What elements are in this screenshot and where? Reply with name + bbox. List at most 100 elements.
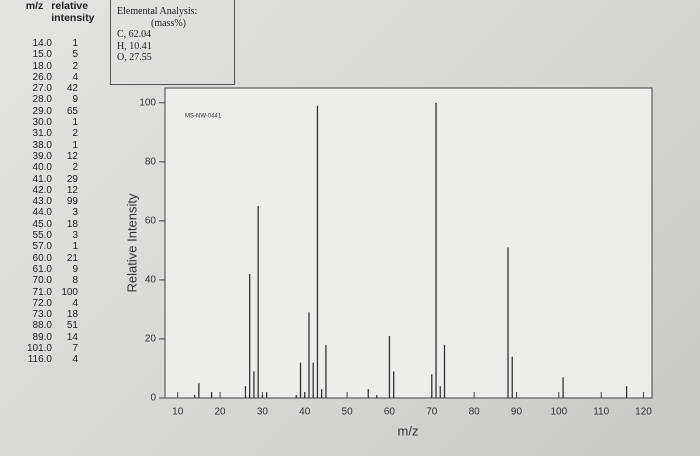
- table-row: 15.0 5: [22, 49, 110, 60]
- intensity-cell: 99: [66, 196, 78, 208]
- mz-cell: 40.0: [32, 162, 52, 174]
- mz-cell: 72.0: [32, 297, 52, 309]
- mz-cell: 45.0: [32, 218, 52, 230]
- intensity-cell: 1: [72, 241, 78, 253]
- intensity-cell: 3: [72, 207, 78, 219]
- intensity-cell: 4: [72, 297, 78, 309]
- x-tick-label: 110: [593, 407, 609, 418]
- mz-cell: 44.0: [32, 207, 52, 219]
- y-tick-label: 60: [145, 215, 157, 226]
- data-table: m/z relative intensity 14.0 1 15.0 5 18.0 2 26…: [22, 0, 110, 366]
- table-row: 14.0 1: [22, 38, 110, 49]
- y-tick-label: 20: [145, 334, 157, 345]
- intensity-cell: 29: [66, 173, 78, 185]
- mz-cell: 101.0: [26, 343, 52, 355]
- table-row: 18.0 2: [22, 61, 110, 72]
- table-row: 38.0 1: [22, 140, 110, 151]
- y-tick-label: 80: [145, 156, 157, 167]
- table-row: 116.0 4: [22, 354, 110, 365]
- mz-cell: 30.0: [32, 117, 52, 129]
- table-row: 55.0 3: [22, 230, 110, 241]
- plot-frame: [164, 87, 653, 399]
- mz-cell: 27.0: [32, 83, 52, 95]
- mz-cell: 18.0: [32, 60, 52, 72]
- mz-cell: 89.0: [32, 331, 52, 343]
- mz-cell: 88.0: [32, 320, 52, 332]
- header-intensity: relative intensity: [51, 0, 95, 24]
- x-tick-label: 50: [342, 407, 354, 418]
- table-row: 72.0 4: [22, 298, 110, 309]
- mz-cell: 39.0: [32, 150, 52, 162]
- mz-cell: 14.0: [32, 38, 52, 49]
- ea-unit: (mass%): [151, 17, 186, 29]
- intensity-cell: 1: [72, 117, 78, 129]
- table-header: m/z relative intensity: [22, 0, 110, 24]
- table-row: 70.0 8: [22, 275, 110, 286]
- mz-cell: 116.0: [27, 354, 52, 366]
- y-tick-label: 40: [145, 275, 157, 286]
- x-axis-label: m/z: [398, 423, 419, 438]
- mz-cell: 15.0: [32, 49, 52, 61]
- intensity-cell: 4: [72, 71, 78, 83]
- mz-cell: 70.0: [32, 275, 52, 287]
- x-tick-label: 70: [426, 407, 438, 418]
- table-row: 73.0 18: [22, 309, 110, 320]
- mz-cell: 42.0: [32, 184, 52, 196]
- table-row: 29.0 65: [22, 106, 110, 117]
- x-tick-label: 120: [635, 407, 652, 418]
- mz-cell: 29.0: [32, 105, 52, 117]
- mz-cell: 60.0: [32, 252, 52, 264]
- table-row: 45.0 18: [22, 219, 110, 230]
- mz-cell: 71.0: [32, 286, 52, 298]
- x-tick-label: 80: [469, 407, 481, 418]
- table-row: 43.0 99: [22, 196, 110, 207]
- table-row: 39.0 12: [22, 151, 110, 162]
- ea-item: C, 62.04: [117, 29, 152, 40]
- table-row: 71.0 100: [22, 287, 110, 298]
- table-row: 31.0 2: [22, 128, 110, 139]
- ea-item: H, 10.41: [117, 40, 152, 52]
- table-row: 60.0 21: [22, 253, 110, 264]
- table-row: 40.0 2: [22, 162, 110, 173]
- intensity-cell: 2: [72, 60, 78, 72]
- ea-item: O, 27.55: [117, 52, 152, 63]
- intensity-cell: 7: [72, 343, 78, 355]
- intensity-cell: 51: [66, 320, 78, 332]
- intensity-cell: 8: [72, 275, 78, 287]
- intensity-cell: 5: [72, 49, 78, 61]
- sample-label: MS-NW-0441: [185, 114, 222, 120]
- ea-title: Elemental Analysis:: [117, 6, 198, 17]
- x-tick-label: 100: [550, 407, 567, 418]
- intensity-cell: 12: [66, 184, 78, 196]
- intensity-cell: 100: [61, 286, 78, 298]
- table-row: 41.0 29: [22, 174, 110, 185]
- x-tick-label: 30: [257, 407, 269, 418]
- intensity-cell: 42: [66, 83, 78, 95]
- y-tick-label: 0: [150, 393, 156, 404]
- mz-cell: 38.0: [32, 139, 52, 151]
- intensity-cell: 1: [72, 139, 78, 151]
- mz-cell: 31.0: [32, 128, 52, 140]
- table-row: 101.0 7: [22, 343, 110, 354]
- table-row: 28.0 9: [22, 94, 110, 105]
- table-row: 61.0 9: [22, 264, 110, 275]
- intensity-cell: 14: [66, 331, 78, 343]
- table-row: 42.0 12: [22, 185, 110, 196]
- intensity-cell: 2: [72, 162, 78, 174]
- mz-cell: 61.0: [32, 263, 52, 275]
- x-tick-label: 90: [511, 407, 523, 418]
- x-tick-label: 60: [384, 407, 396, 418]
- intensity-cell: 18: [66, 218, 78, 230]
- mz-cell: 26.0: [32, 71, 52, 83]
- table-row: 26.0 4: [22, 72, 110, 83]
- intensity-cell: 65: [66, 105, 78, 117]
- y-tick-label: 100: [139, 97, 156, 108]
- x-tick-label: 10: [172, 407, 184, 418]
- table-rows: 14.0 1 15.0 5 18.0 2 26.0 4 27.0 42 28.0 9 29.0 65 30.…: [22, 38, 110, 366]
- mz-cell: 55.0: [32, 230, 52, 242]
- intensity-cell: 18: [66, 309, 78, 321]
- table-row: 57.0 1: [22, 241, 110, 252]
- table-row: 27.0 42: [22, 83, 110, 94]
